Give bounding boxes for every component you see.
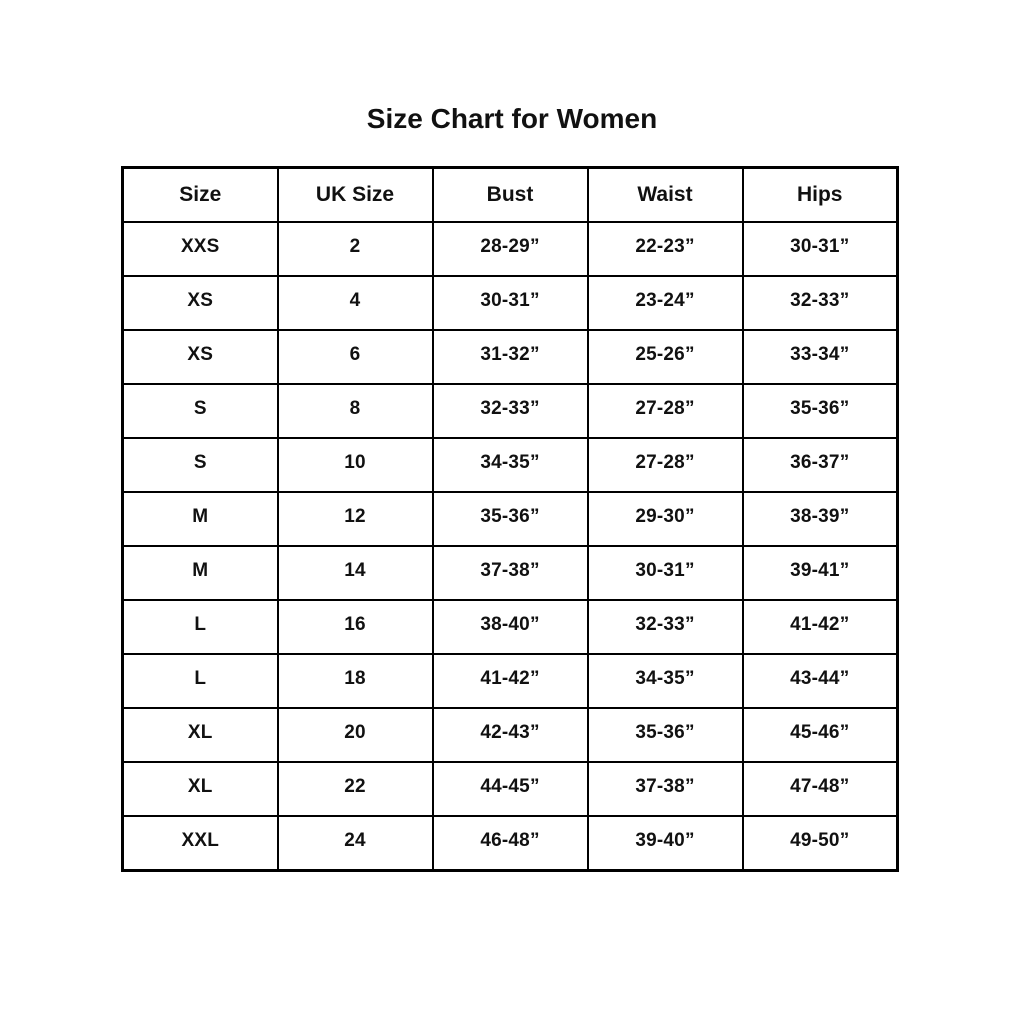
cell-hips: 49-50” [741,815,899,871]
cell-waist: 27-28” [586,437,744,493]
page-title: Size Chart for Women [366,103,658,134]
table-row: XS 4 30-31” 23-24” 32-33” [121,275,899,331]
cell-size: L [121,653,279,709]
cell-bust: 38-40” [431,599,589,655]
cell-waist: 39-40” [586,815,744,871]
cell-hips: 45-46” [741,707,899,763]
table-row: XL 22 44-45” 37-38” 47-48” [121,761,899,817]
table-row: M 14 37-38” 30-31” 39-41” [121,545,899,601]
cell-hips: 41-42” [741,599,899,655]
cell-uk-size: 6 [276,329,434,385]
cell-uk-size: 14 [276,545,434,601]
cell-hips: 35-36” [741,383,899,439]
cell-uk-size: 24 [276,815,434,871]
cell-bust: 37-38” [431,545,589,601]
column-header-waist: Waist [586,166,744,223]
cell-bust: 31-32” [431,329,589,385]
cell-bust: 28-29” [431,221,589,277]
cell-hips: 30-31” [741,221,899,277]
cell-hips: 36-37” [741,437,899,493]
cell-bust: 42-43” [431,707,589,763]
table-row: XXS 2 28-29” 22-23” 30-31” [121,221,899,277]
cell-waist: 35-36” [586,707,744,763]
table-row: S 10 34-35” 27-28” 36-37” [121,437,899,493]
table-row: XL 20 42-43” 35-36” 45-46” [121,707,899,763]
cell-size: XXS [121,221,279,277]
cell-size: XS [121,329,279,385]
cell-size: S [121,437,279,493]
table-row: L 18 41-42” 34-35” 43-44” [121,653,899,709]
cell-uk-size: 22 [276,761,434,817]
cell-waist: 22-23” [586,221,744,277]
cell-uk-size: 18 [276,653,434,709]
cell-size: XL [121,761,279,817]
cell-waist: 23-24” [586,275,744,331]
table-row: XXL 24 46-48” 39-40” 49-50” [121,815,899,871]
cell-waist: 27-28” [586,383,744,439]
cell-size: XS [121,275,279,331]
size-chart-table: Size UK Size Bust Waist Hips XXS 2 28-29… [121,166,899,872]
cell-uk-size: 4 [276,275,434,331]
cell-hips: 32-33” [741,275,899,331]
cell-bust: 44-45” [431,761,589,817]
cell-hips: 47-48” [741,761,899,817]
cell-uk-size: 16 [276,599,434,655]
cell-bust: 46-48” [431,815,589,871]
cell-bust: 34-35” [431,437,589,493]
column-header-hips: Hips [741,166,899,223]
cell-hips: 39-41” [741,545,899,601]
cell-bust: 30-31” [431,275,589,331]
cell-waist: 32-33” [586,599,744,655]
cell-bust: 35-36” [431,491,589,547]
table-row: S 8 32-33” 27-28” 35-36” [121,383,899,439]
table-row: L 16 38-40” 32-33” 41-42” [121,599,899,655]
table-header-row: Size UK Size Bust Waist Hips [121,166,899,223]
cell-size: M [121,545,279,601]
column-header-bust: Bust [431,166,589,223]
cell-uk-size: 10 [276,437,434,493]
table-row: M 12 35-36” 29-30” 38-39” [121,491,899,547]
cell-bust: 32-33” [431,383,589,439]
cell-waist: 34-35” [586,653,744,709]
cell-size: M [121,491,279,547]
cell-uk-size: 8 [276,383,434,439]
cell-waist: 30-31” [586,545,744,601]
cell-hips: 33-34” [741,329,899,385]
cell-bust: 41-42” [431,653,589,709]
column-header-uk-size: UK Size [276,166,434,223]
cell-size: XXL [121,815,279,871]
cell-waist: 29-30” [586,491,744,547]
cell-waist: 37-38” [586,761,744,817]
cell-uk-size: 20 [276,707,434,763]
cell-hips: 38-39” [741,491,899,547]
cell-size: S [121,383,279,439]
cell-size: XL [121,707,279,763]
cell-hips: 43-44” [741,653,899,709]
column-header-size: Size [121,166,279,223]
cell-uk-size: 12 [276,491,434,547]
cell-size: L [121,599,279,655]
cell-uk-size: 2 [276,221,434,277]
cell-waist: 25-26” [586,329,744,385]
table-row: XS 6 31-32” 25-26” 33-34” [121,329,899,385]
